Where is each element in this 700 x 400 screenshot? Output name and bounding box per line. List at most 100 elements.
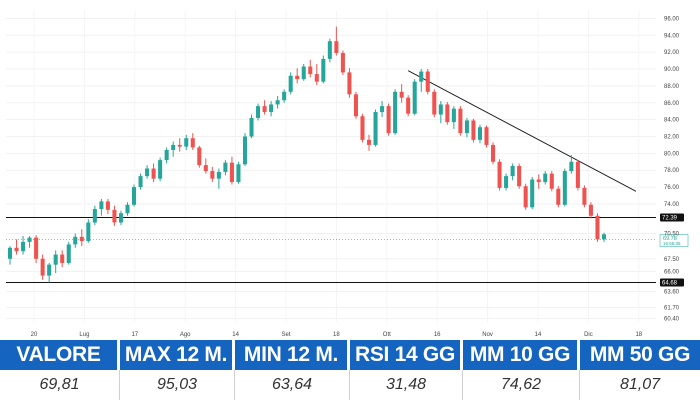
candle-body [477,127,483,140]
x-tick-label: Nov [482,332,493,338]
value-valore: 69,81 [0,370,120,400]
x-tick-label: 18 [635,332,642,338]
candle [112,205,117,226]
y-tick-label: 76.00 [664,185,680,191]
candle [288,72,293,95]
candle-body [138,176,143,188]
candle [497,159,502,191]
stats-header-row: VALORE MAX 12 M. MIN 12 M. RSI 14 GG MM … [0,340,700,370]
candle-body [556,188,561,205]
candle [177,138,182,152]
candle-body [14,247,19,252]
candle-body [269,104,274,113]
x-tick-label: 17 [131,332,138,338]
candle [216,168,221,189]
candle-body [256,106,261,118]
y-tick-label: 84.00 [664,118,680,124]
candle [14,239,19,255]
candle-body [223,162,228,172]
candle-body [464,120,469,134]
candle [282,89,287,103]
candle-body [79,236,84,242]
candle [262,100,267,115]
candle [601,232,607,242]
candle [562,168,567,207]
candle-body [314,74,319,82]
candle [190,133,195,150]
candle-body [523,186,528,208]
candle [380,101,385,118]
candle-body [171,144,176,150]
candle-body [73,236,78,245]
candle [203,158,208,174]
candle-body [86,222,91,242]
candle [451,106,456,129]
candle [47,262,52,283]
header-min-12m: MIN 12 M. [235,340,350,370]
candle [464,117,469,138]
candle-body [158,160,163,179]
candle-body [131,187,137,205]
header-mm-50gg: MM 50 GG [580,340,700,370]
level-label: 72.39 [662,216,678,222]
candle [556,186,561,208]
level-label: 64.68 [662,281,678,287]
header-max-12m: MAX 12 M. [120,340,235,370]
candle [40,254,45,280]
y-tick-label: 80.00 [664,151,680,157]
candle-body [327,41,332,59]
candle-body [601,234,607,240]
candle-body [242,136,248,165]
candle [445,101,450,125]
candle-body [295,75,300,80]
candle-body [569,161,574,172]
candle [99,198,104,216]
candle [425,69,430,95]
candle-body [145,168,150,177]
candle-body [510,166,515,177]
candle-body [229,162,234,183]
candle [399,84,404,103]
candle-body [393,91,398,134]
candle-body [105,201,110,210]
candle [125,202,130,216]
x-tick-label: Dic [584,332,593,338]
level-label-box [660,278,684,287]
candle-body [582,187,587,205]
x-tick-label: 14 [232,332,239,338]
candle-body [7,247,13,259]
candle [491,142,496,165]
candle [184,134,189,150]
candle [53,250,58,274]
candle-body [249,117,254,137]
y-tick-label: 61.70 [664,306,680,312]
value-rsi-14gg: 31,48 [350,370,463,400]
y-tick-label: 78.00 [664,168,680,174]
value-max-12m: 95,03 [120,370,235,400]
candle [86,219,91,243]
candle [171,141,176,157]
trendline [407,70,637,192]
candle-body [588,204,593,216]
candle [536,174,541,189]
candle [569,155,574,174]
value-mm-10gg: 74,62 [463,370,580,400]
candle-body [419,71,424,82]
candle-body [197,147,202,166]
stats-table: VALORE MAX 12 M. MIN 12 M. RSI 14 GG MM … [0,340,700,400]
candle-body [412,81,417,114]
last-price-time: 16:55:35 [663,241,681,246]
candle [145,165,150,179]
candle [118,210,123,226]
x-tick-label: Lug [79,332,89,338]
y-tick-label: 63.60 [664,290,680,296]
candle-body [491,144,496,162]
candle [504,173,509,191]
y-axis: 96.00 94.00 92.00 90.00 88.00 86.00 84.00 82.00… [664,16,680,322]
y-tick-label: 74.00 [664,202,680,208]
candle [588,202,593,219]
candle [275,96,280,109]
candle-body [399,91,404,98]
candle [249,114,254,139]
